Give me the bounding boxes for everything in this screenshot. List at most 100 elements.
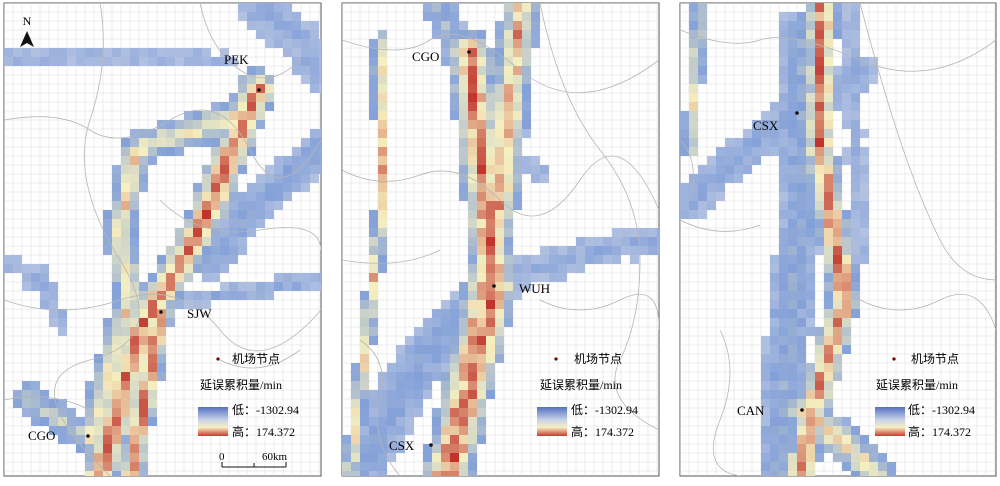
delay-cell — [450, 453, 459, 462]
delay-cell — [310, 147, 319, 156]
delay-cell — [815, 201, 824, 210]
delay-cell — [121, 462, 130, 471]
delay-cell — [504, 12, 513, 21]
delay-cell — [103, 399, 112, 408]
delay-cell — [486, 228, 495, 237]
airport-wuh: WUH — [492, 281, 550, 296]
delay-cell — [360, 426, 369, 435]
delay-cell — [85, 408, 94, 417]
delay-cell — [229, 147, 238, 156]
delay-cell — [301, 66, 310, 75]
delay-cell — [184, 48, 193, 57]
delay-cell — [495, 93, 504, 102]
delay-cell — [477, 147, 486, 156]
delay-cell — [112, 201, 121, 210]
delay-cell — [833, 165, 842, 174]
delay-cell — [130, 210, 139, 219]
delay-cell — [103, 390, 112, 399]
delay-cell — [387, 453, 396, 462]
delay-cell — [788, 282, 797, 291]
delay-cell — [378, 156, 387, 165]
delay-cell — [301, 147, 310, 156]
delay-cell — [824, 138, 833, 147]
delay-cell — [531, 12, 540, 21]
delay-cell — [247, 12, 256, 21]
delay-cell — [229, 57, 238, 66]
delay-cell — [459, 435, 468, 444]
delay-cell — [495, 345, 504, 354]
delay-cell — [121, 255, 130, 264]
delay-cell — [477, 354, 486, 363]
delay-cell — [468, 318, 477, 327]
delay-cell — [806, 48, 815, 57]
delay-cell — [220, 48, 229, 57]
delay-cell — [788, 345, 797, 354]
delay-cell — [369, 111, 378, 120]
delay-cell — [468, 93, 477, 102]
delay-cell — [779, 282, 788, 291]
delay-cell — [202, 246, 211, 255]
delay-cell — [504, 3, 513, 12]
delay-cell — [531, 21, 540, 30]
delay-cell — [112, 399, 121, 408]
delay-cell — [851, 444, 860, 453]
delay-cell — [139, 129, 148, 138]
delay-cell — [369, 75, 378, 84]
delay-cell — [779, 174, 788, 183]
delay-cell — [689, 93, 698, 102]
delay-cell — [486, 138, 495, 147]
delay-cell — [779, 93, 788, 102]
delay-cell — [851, 21, 860, 30]
delay-cell — [31, 381, 40, 390]
delay-cell — [369, 291, 378, 300]
delay-cell — [40, 291, 49, 300]
delay-cell — [265, 210, 274, 219]
delay-cell — [40, 300, 49, 309]
delay-cell — [238, 120, 247, 129]
delay-cell — [112, 426, 121, 435]
delay-cell — [238, 210, 247, 219]
legend-middle: 机场节点 延误累积量/min 低：-1302.94 高：174.372 — [537, 352, 638, 439]
delay-cell — [797, 39, 806, 48]
delay-cell — [238, 93, 247, 102]
delay-cell — [842, 417, 851, 426]
delay-cell — [797, 372, 806, 381]
delay-cell — [450, 363, 459, 372]
delay-cell — [58, 309, 67, 318]
delay-cell — [396, 372, 405, 381]
delay-cell — [265, 174, 274, 183]
delay-cell — [193, 264, 202, 273]
delay-cell — [319, 138, 321, 147]
delay-cell — [531, 255, 540, 264]
delay-cell — [202, 192, 211, 201]
delay-cell — [229, 192, 238, 201]
delay-cell — [378, 75, 387, 84]
delay-cell — [522, 30, 531, 39]
delay-cell — [779, 354, 788, 363]
north-arrow: N — [20, 14, 34, 47]
delay-cell — [851, 471, 860, 476]
delay-cell — [220, 57, 229, 66]
delay-cell — [369, 327, 378, 336]
delay-cell — [441, 12, 450, 21]
delay-cell — [806, 255, 815, 264]
delay-cell — [211, 147, 220, 156]
delay-cell — [468, 228, 477, 237]
delay-cell — [513, 30, 522, 39]
delay-cell — [238, 165, 247, 174]
delay-cell — [139, 174, 148, 183]
delay-cell — [743, 129, 752, 138]
delay-cell — [788, 165, 797, 174]
delay-cell — [256, 183, 265, 192]
delay-cell — [319, 57, 321, 66]
delay-cell — [175, 255, 184, 264]
delay-cell — [779, 327, 788, 336]
delay-cell — [121, 264, 130, 273]
delay-cell — [450, 93, 459, 102]
airport-label: CSX — [753, 118, 779, 133]
delay-cell — [815, 228, 824, 237]
delay-cell — [202, 57, 211, 66]
delay-cell — [130, 363, 139, 372]
delay-cell — [103, 210, 112, 219]
delay-cell — [689, 21, 698, 30]
